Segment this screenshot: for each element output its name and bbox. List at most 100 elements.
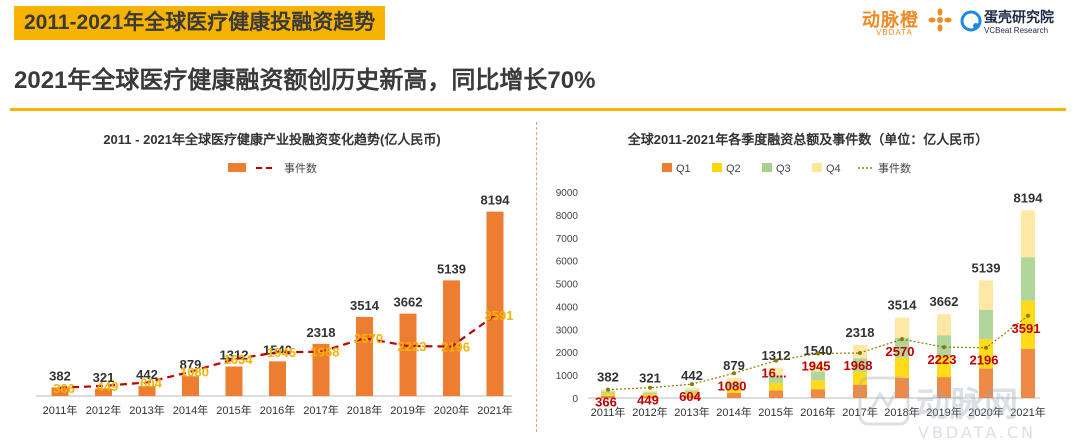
chart2-event-label: 1945 bbox=[802, 358, 831, 373]
chart2-title: 全球2011-2021年各季度融资总额及事件数（单位：亿人民币） bbox=[627, 132, 988, 147]
chart1-event-label: 2196 bbox=[441, 340, 470, 355]
chart2-bar-q2 bbox=[937, 356, 951, 378]
chart1-bar bbox=[486, 211, 504, 396]
chart2-y-tick: 7000 bbox=[556, 234, 579, 245]
chart1-x-tick: 2020年 bbox=[434, 403, 469, 417]
chart1-bar bbox=[182, 376, 199, 396]
chart1-bar-label: 3662 bbox=[394, 295, 423, 310]
chart2-bar-q3 bbox=[601, 391, 615, 394]
chart1-event-label: 1634 bbox=[224, 352, 254, 367]
chart1-bar-label: 321 bbox=[93, 370, 115, 385]
chart2-event-point bbox=[606, 387, 610, 392]
chart2-x-tick: 2021年 bbox=[1010, 405, 1045, 419]
chart2-bar-q1 bbox=[643, 396, 657, 398]
funding-trend-chart: 2011 - 2021年全球医疗健康产业投融资变化趋势(亿人民币) 事件数 382 2… bbox=[36, 132, 513, 417]
chart2-event-label: 1080 bbox=[718, 378, 747, 393]
chart2-bar-q4 bbox=[811, 362, 825, 372]
chart1-bar-label: 1540 bbox=[263, 342, 292, 357]
chart2-x-tick: 2011年 bbox=[591, 405, 626, 419]
chart2-bar-q4 bbox=[979, 280, 993, 310]
chart2-bar-q2 bbox=[895, 357, 909, 378]
chart2-event-point bbox=[900, 337, 904, 342]
chart2-x-tick: 2016年 bbox=[800, 405, 835, 419]
chart2-event-point bbox=[1026, 313, 1030, 318]
chart1-x-tick: 2018年 bbox=[347, 403, 382, 417]
page-subtitle: 2021年全球医疗健康融资额创历史新高，同比增长70% bbox=[14, 67, 596, 94]
chart2-bar-q3 bbox=[853, 358, 867, 372]
chart2-total-label: 442 bbox=[681, 368, 703, 383]
chart1-x-tick: 2011年 bbox=[43, 403, 78, 417]
chart2-bar-q3 bbox=[1021, 257, 1035, 301]
title-divider bbox=[10, 108, 1066, 111]
chart2-bar-q1 bbox=[727, 392, 741, 398]
chart2-total-label: 8194 bbox=[1014, 190, 1044, 205]
chart2-event-point bbox=[858, 350, 862, 355]
chart2-total-label: 879 bbox=[723, 358, 745, 373]
chart2-event-label: 2570 bbox=[886, 344, 915, 359]
chart2-bar-q4 bbox=[769, 367, 783, 376]
chart1-bar-label: 382 bbox=[49, 368, 71, 383]
chart2-y-tick: 4000 bbox=[556, 302, 579, 313]
chart2-event-point bbox=[942, 345, 946, 350]
chart1-x-tick: 2019年 bbox=[390, 403, 425, 417]
eggshell-icon bbox=[960, 10, 982, 32]
chart2-legend-label: Q4 bbox=[826, 163, 841, 175]
chart2-event-label: 449 bbox=[637, 393, 659, 408]
page-title: 2011-2021年全球医疗健康投融资趋势 bbox=[14, 6, 386, 40]
chart1-x-tick: 2017年 bbox=[303, 403, 338, 417]
chart1-event-label: 366 bbox=[53, 381, 75, 396]
chart1-x-tick: 2013年 bbox=[129, 403, 164, 417]
chart2-y-tick: 9000 bbox=[556, 188, 579, 199]
chart2-event-line bbox=[607, 315, 1029, 391]
chart2-bar-q2 bbox=[601, 393, 615, 396]
chart2-bar-q1 bbox=[853, 384, 867, 398]
chart1-x-tick: 2012年 bbox=[86, 403, 121, 417]
chart2-total-label: 3662 bbox=[930, 294, 959, 309]
chart2-total-label: 2318 bbox=[846, 325, 875, 340]
vcbeat-logo-cn: 蛋壳研究院 bbox=[984, 9, 1054, 25]
chart2-total-label: 3514 bbox=[888, 298, 918, 313]
watermark: 动脉网 VBDATA.CN bbox=[858, 376, 1036, 442]
chart2-total-label: 321 bbox=[639, 371, 661, 386]
watermark-url: VBDATA.CN bbox=[918, 423, 1036, 442]
chart2-event-point bbox=[732, 371, 736, 376]
chart1-bar bbox=[356, 316, 373, 396]
watermark-text: 动脉网 bbox=[916, 385, 1018, 425]
chart2-bar-q3 bbox=[811, 371, 825, 381]
chart2-bar-q2 bbox=[769, 382, 783, 391]
chart2-bar-q4 bbox=[685, 387, 699, 391]
chart2-event-label: 3591 bbox=[1012, 321, 1041, 336]
chart1-bar bbox=[399, 313, 417, 396]
vbdata-logo-cn: 动脉橙 bbox=[862, 10, 919, 30]
chart2-bar-q4 bbox=[895, 317, 909, 338]
chart2-x-tick: 2019年 bbox=[926, 405, 961, 419]
chart1-event-label: 1080 bbox=[180, 365, 209, 380]
chart2-event-point bbox=[816, 351, 820, 356]
chart1-event-label: 1945 bbox=[267, 345, 296, 360]
chart2-bar-q3 bbox=[979, 309, 993, 340]
chart1-bar-label: 3514 bbox=[350, 298, 380, 313]
chart2-x-tick: 2014年 bbox=[716, 405, 751, 419]
chart2-bar-q3 bbox=[727, 382, 741, 388]
vcbeat-logo: 蛋壳研究院 VCBeat Research bbox=[960, 6, 1075, 40]
chart1-title: 2011 - 2021年全球医疗健康产业投融资变化趋势(亿人民币) bbox=[103, 132, 440, 147]
chart2-legend-swatch-q2 bbox=[712, 163, 722, 172]
chart1-legend-bar-swatch bbox=[228, 163, 246, 172]
chart2-event-point bbox=[690, 382, 694, 387]
chart2-event-label: 366 bbox=[595, 395, 617, 410]
chart2-bar-q2 bbox=[727, 387, 741, 393]
chart2-bar-q3 bbox=[685, 390, 699, 393]
chart2-legend-swatch-q1 bbox=[662, 163, 672, 172]
chart2-bar-q1 bbox=[769, 390, 783, 398]
chart1-bar-label: 8194 bbox=[481, 193, 511, 208]
chart2-x-tick: 2018年 bbox=[884, 405, 919, 419]
chart2-event-point bbox=[648, 385, 652, 390]
chart2-bar-q2 bbox=[979, 339, 993, 369]
chart2-y-tick: 3000 bbox=[556, 325, 579, 336]
chart2-bar-q1 bbox=[895, 377, 909, 398]
chart2-total-label: 1540 bbox=[804, 343, 833, 358]
chart1-bar bbox=[269, 361, 286, 396]
chart1-bar-label: 879 bbox=[180, 357, 202, 372]
chart2-legend-swatch-q4 bbox=[812, 163, 822, 172]
chart1-event-line bbox=[59, 314, 496, 389]
